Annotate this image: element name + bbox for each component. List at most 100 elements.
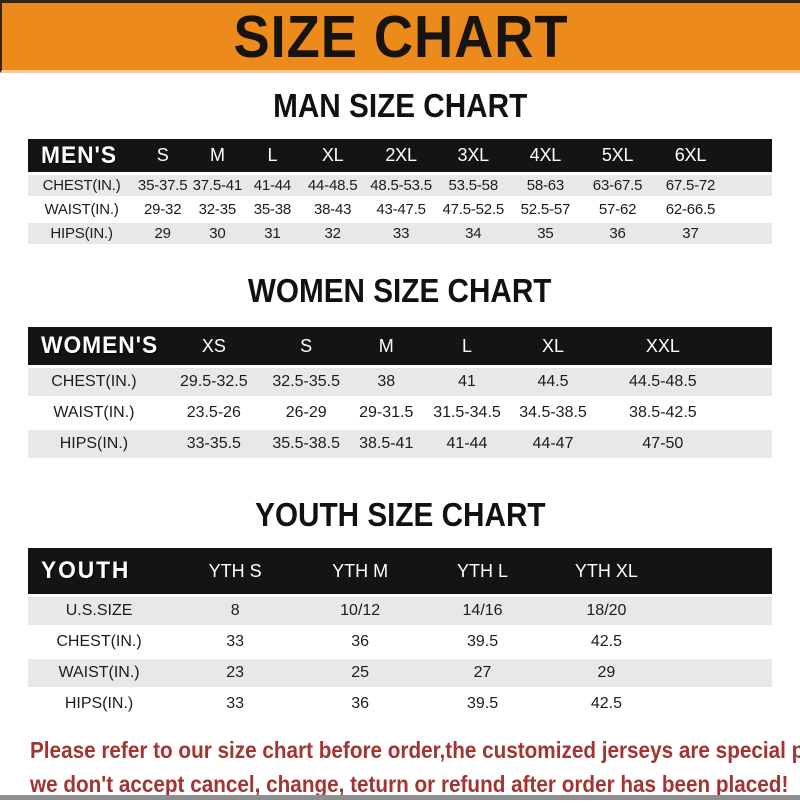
- column-header: 5XL: [581, 139, 654, 172]
- men-s-size-table: MEN'S S M L XL 2XL 3XL 4XL 5XL 6XL CHEST(IN.) 35-37…: [28, 136, 772, 247]
- column-header: S: [267, 327, 345, 365]
- size-value-cell: 23.5-26: [186, 404, 241, 421]
- row-label: WAIST(IN.): [28, 659, 171, 687]
- row-label: CHEST(IN.): [28, 368, 160, 396]
- column-header: YTH XL: [545, 548, 668, 594]
- column-header: S: [135, 139, 191, 172]
- section-man-size-chart: MAN SIZE CHART MEN'S S M L XL 2XL 3XL 4XL 5XL 6XL C…: [0, 88, 800, 247]
- size-value-cell: 29.5-32.5: [159, 368, 268, 396]
- size-value-cell: 32-35: [198, 201, 237, 218]
- row-spacer-cell: [725, 368, 772, 396]
- table-row-hips-in: HIPS(IN.) 29 30 31 32 33 34 35 36 37: [28, 223, 772, 244]
- table-title-cell: MEN'S: [28, 139, 136, 172]
- column-header: YTH L: [420, 548, 546, 594]
- section-heading-text: YOUTH SIZE CHART: [254, 496, 546, 533]
- column-header: L: [244, 139, 301, 172]
- row-spacer-cell: [727, 175, 772, 196]
- size-value-cell: 38-43: [313, 201, 352, 218]
- column-header: XS: [159, 327, 268, 365]
- size-value-cell: 38.5-41: [344, 430, 428, 458]
- size-value-cell: 44.5: [506, 368, 600, 396]
- row-label: HIPS(IN.): [28, 430, 160, 458]
- size-value-cell: 29-32: [143, 201, 182, 218]
- size-value-cell: 33: [365, 223, 438, 244]
- table-row-waist-in: WAIST(IN.) 23.5-26 26-29 29-31.5 31.5-34.5 34…: [28, 399, 772, 427]
- size-value-cell: 41: [427, 368, 507, 396]
- row-label: HIPS(IN.): [64, 695, 134, 712]
- row-spacer-cell: [667, 597, 772, 625]
- table-row-waist-in: WAIST(IN.) 29-32 32-35 35-38 38-43 43-47.5 47.…: [28, 199, 772, 220]
- row-label: HIPS(IN.): [28, 223, 136, 244]
- table-title-cell: YOUTH: [28, 548, 171, 594]
- size-value-cell: 44.5-48.5: [599, 368, 726, 396]
- size-value-cell: 10/12: [300, 597, 421, 625]
- size-value-cell: 48.5-53.5: [365, 175, 438, 196]
- size-value-cell: 53.5-58: [437, 175, 510, 196]
- table-row-chest-in: CHEST(IN.) 35-37.5 37.5-41 41-44 44-48.5 48.5…: [28, 175, 772, 196]
- size-value-cell: 47.5-52.5: [442, 201, 505, 218]
- section-heading: MAN SIZE CHART: [0, 88, 800, 124]
- women-s-size-table: WOMEN'S XS S M L XL XXL CHEST(IN.) 29.5-32.5 32.5…: [28, 324, 772, 461]
- column-header: XL: [506, 327, 600, 365]
- size-value-cell: 33: [226, 695, 245, 712]
- section-women-size-chart: WOMEN SIZE CHART WOMEN'S XS S M L XL XXL CHEST(I…: [0, 273, 800, 461]
- banner: SIZE CHART: [0, 0, 800, 73]
- size-value-cell: 39.5: [466, 633, 499, 650]
- size-value-cell: 33: [226, 633, 245, 650]
- note-line: Please refer to our size chart before or…: [30, 735, 800, 769]
- size-value-cell: 25: [300, 659, 421, 687]
- size-value-cell: 42.5: [590, 633, 622, 650]
- table-header-row: YOUTH YTH S YTH M YTH L YTH XL: [28, 548, 772, 594]
- size-value-cell: 35: [509, 223, 582, 244]
- table-row-u-s-size: U.S.SIZE 8 10/12 14/16 18/20: [28, 597, 772, 625]
- column-header: 2XL: [365, 139, 438, 172]
- size-value-cell: 32.5-35.5: [267, 368, 345, 396]
- size-value-cell: 35.5-38.5: [267, 430, 345, 458]
- row-spacer-cell: [725, 430, 772, 458]
- size-value-cell: 26-29: [285, 404, 327, 421]
- size-value-cell: 41-44: [244, 175, 301, 196]
- header-spacer-cell: [667, 548, 772, 594]
- column-header: YTH S: [170, 548, 301, 594]
- size-value-cell: 38: [344, 368, 428, 396]
- size-value-cell: 41-44: [427, 430, 507, 458]
- column-header: XXL: [599, 327, 726, 365]
- table-row-chest-in: CHEST(IN.) 33 36 39.5 42.5: [28, 628, 772, 656]
- size-value-cell: 44-47: [506, 430, 600, 458]
- size-value-cell: 14/16: [420, 597, 546, 625]
- column-header: YTH M: [300, 548, 421, 594]
- note-line-1-text: Please refer to our size chart before or…: [30, 737, 800, 763]
- column-header: 6XL: [653, 139, 728, 172]
- size-value-cell: 67.5-72: [653, 175, 728, 196]
- size-value-cell: 34.5-38.5: [519, 404, 587, 421]
- size-value-cell: 27: [420, 659, 546, 687]
- size-value-cell: 23: [170, 659, 301, 687]
- row-label: U.S.SIZE: [28, 597, 171, 625]
- size-value-cell: 35-38: [253, 201, 292, 218]
- size-value-cell: 29: [135, 223, 191, 244]
- table-header-row: WOMEN'S XS S M L XL XXL: [28, 327, 772, 365]
- row-spacer-cell: [726, 399, 772, 427]
- size-value-cell: 36: [351, 633, 370, 650]
- row-spacer-cell: [667, 659, 772, 687]
- size-value-cell: 52.5-57: [520, 201, 571, 218]
- size-value-cell: 34: [437, 223, 510, 244]
- section-heading: WOMEN SIZE CHART: [0, 273, 800, 309]
- table-row-hips-in: HIPS(IN.) 33 36 39.5 42.5: [28, 690, 772, 718]
- size-value-cell: 35-37.5: [135, 175, 191, 196]
- size-value-cell: 63-67.5: [581, 175, 654, 196]
- size-value-cell: 44-48.5: [300, 175, 365, 196]
- page-title: SIZE CHART: [233, 4, 569, 70]
- size-value-cell: 62-66.5: [665, 201, 716, 218]
- size-value-cell: 43-47.5: [376, 201, 426, 218]
- note-line-2-text: we don't accept cancel, change, teturn o…: [30, 771, 789, 797]
- size-value-cell: 38.5-42.5: [629, 404, 697, 421]
- column-header: 4XL: [509, 139, 582, 172]
- size-value-cell: 36: [351, 695, 370, 712]
- size-value-cell: 58-63: [509, 175, 582, 196]
- row-label: WAIST(IN.): [44, 201, 119, 218]
- section-heading: YOUTH SIZE CHART: [0, 497, 800, 533]
- section-heading-text: MAN SIZE CHART: [272, 87, 528, 124]
- table-title: WOMEN'S: [41, 332, 159, 359]
